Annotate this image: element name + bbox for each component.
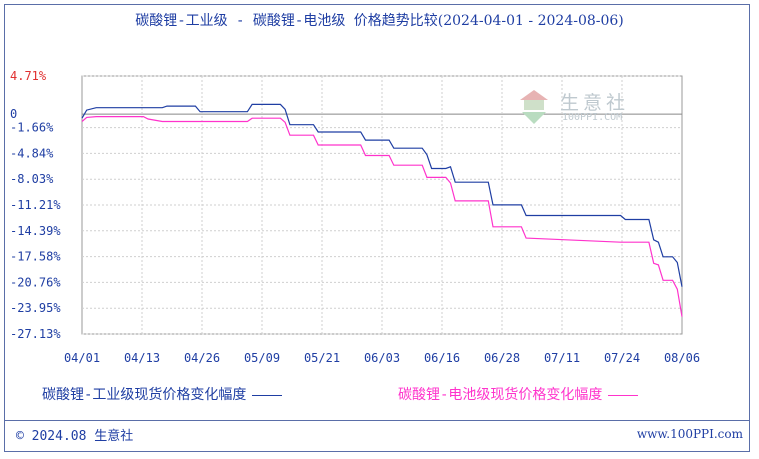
x-tick-label: 07/11 <box>544 351 580 365</box>
footer-url[interactable]: www.100PPI.com <box>636 427 743 441</box>
x-tick-label: 04/01 <box>64 351 100 365</box>
x-tick-label: 07/24 <box>604 351 640 365</box>
y-tick-label: -11.21% <box>10 198 61 212</box>
watermark-en: 100PPI.COM <box>562 112 623 123</box>
footer-copyright: © 2024.08 生意社 <box>16 429 134 444</box>
y-tick-label: -20.76% <box>10 275 61 289</box>
y-tick-label: -8.03% <box>10 172 54 186</box>
y-tick-label: -1.66% <box>10 121 54 135</box>
watermark-logo-icon <box>520 90 548 124</box>
watermark-cn: 生意社 <box>560 92 630 114</box>
y-tick-label: -27.13% <box>10 327 61 341</box>
y-tick-label: -23.95% <box>10 301 61 315</box>
series-line-industrial <box>81 103 683 287</box>
x-tick-label: 04/13 <box>124 351 160 365</box>
legend-label-battery: 碳酸锂-电池级现货价格变化幅度 <box>398 387 603 403</box>
x-tick-label: 06/16 <box>424 351 460 365</box>
legend-label-industrial: 碳酸锂-工业级现货价格变化幅度 <box>42 387 247 403</box>
chart-title: 碳酸锂-工业级 - 碳酸锂-电池级 价格趋势比较(2024-04-01 - 20… <box>0 10 759 30</box>
legend-item-industrial: 碳酸锂-工业级现货价格变化幅度 <box>42 384 283 404</box>
x-tick-label: 05/09 <box>244 351 280 365</box>
y-tick-label: -4.84% <box>10 146 54 160</box>
chart-title-text: 碳酸锂-工业级 - 碳酸锂-电池级 价格趋势比较 <box>135 13 438 29</box>
x-tick-label: 05/21 <box>304 351 340 365</box>
y-tick-label: -14.39% <box>10 224 61 238</box>
y-tick-label: 4.71% <box>10 69 47 83</box>
watermark: 生意社 100PPI.COM <box>516 88 656 128</box>
footer-divider <box>5 420 749 421</box>
x-tick-label: 06/03 <box>364 351 400 365</box>
legend-swatch-battery <box>608 394 639 396</box>
x-tick-label: 06/28 <box>484 351 520 365</box>
x-tick-label: 04/26 <box>184 351 220 365</box>
chart-title-range: (2024-04-01 - 2024-08-06) <box>437 13 624 29</box>
y-tick-label: 0 <box>10 107 17 121</box>
legend-swatch-industrial <box>252 394 283 396</box>
legend-item-battery: 碳酸锂-电池级现货价格变化幅度 <box>398 384 639 404</box>
y-tick-label: -17.58% <box>10 250 61 264</box>
x-tick-label: 08/06 <box>664 351 700 365</box>
series-line-battery <box>81 115 683 317</box>
